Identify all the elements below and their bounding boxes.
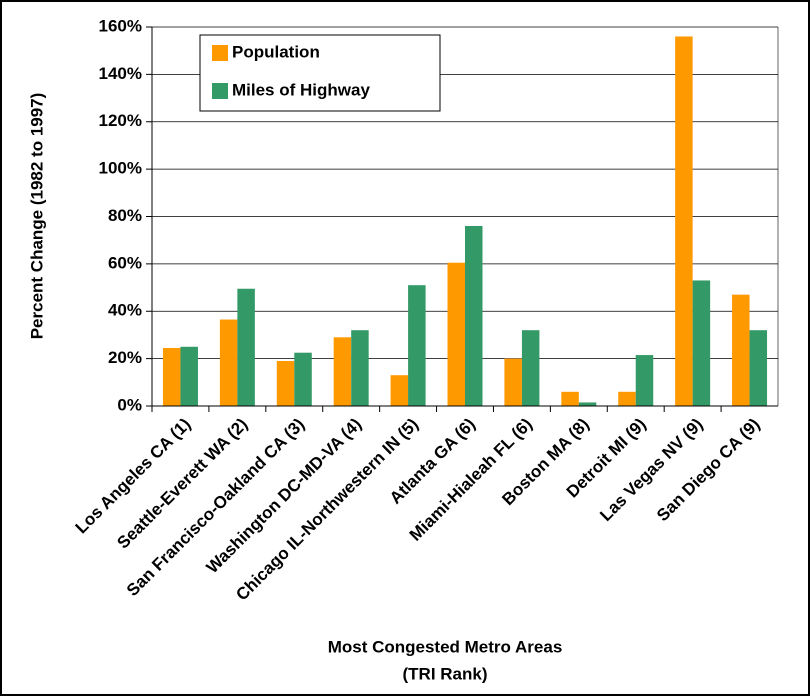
bar: [504, 358, 522, 406]
bar: [219, 319, 238, 406]
legend-swatch: [212, 45, 228, 61]
bar: [162, 347, 181, 406]
bar: [635, 355, 654, 406]
y-tick-label: 100%: [99, 159, 142, 178]
bar: [578, 402, 597, 406]
bar: [276, 360, 295, 406]
bar: [390, 375, 409, 406]
y-tick-label: 140%: [99, 64, 142, 83]
bar: [618, 391, 636, 406]
y-axis-title: Percent Change (1982 to 1997): [27, 93, 46, 340]
bar: [561, 391, 579, 406]
y-tick-label: 40%: [108, 301, 142, 320]
x-axis-title: Most Congested Metro Areas: [328, 637, 563, 656]
bar: [521, 330, 540, 406]
y-tick-label: 80%: [108, 206, 142, 225]
bar: [237, 288, 255, 406]
bar: [465, 225, 483, 406]
legend-label: Miles of Highway: [232, 80, 370, 99]
bar: [732, 294, 750, 406]
y-tick-label: 20%: [108, 348, 142, 367]
y-tick-label: 60%: [108, 253, 142, 272]
legend-swatch: [212, 83, 228, 99]
bar: [447, 262, 465, 406]
y-tick-label: 0%: [117, 395, 142, 414]
bar: [351, 330, 369, 406]
y-tick-label: 160%: [99, 16, 142, 35]
x-axis-title: (TRI Rank): [403, 664, 488, 683]
legend-label: Population: [232, 42, 320, 61]
legend-box: [199, 34, 441, 112]
bar: [408, 285, 426, 406]
bar: [675, 36, 693, 406]
y-tick-label: 120%: [99, 111, 142, 130]
bar: [180, 346, 198, 406]
bar: [749, 330, 768, 406]
bar: [333, 337, 352, 406]
bar: [692, 280, 711, 406]
bar: [294, 352, 312, 406]
